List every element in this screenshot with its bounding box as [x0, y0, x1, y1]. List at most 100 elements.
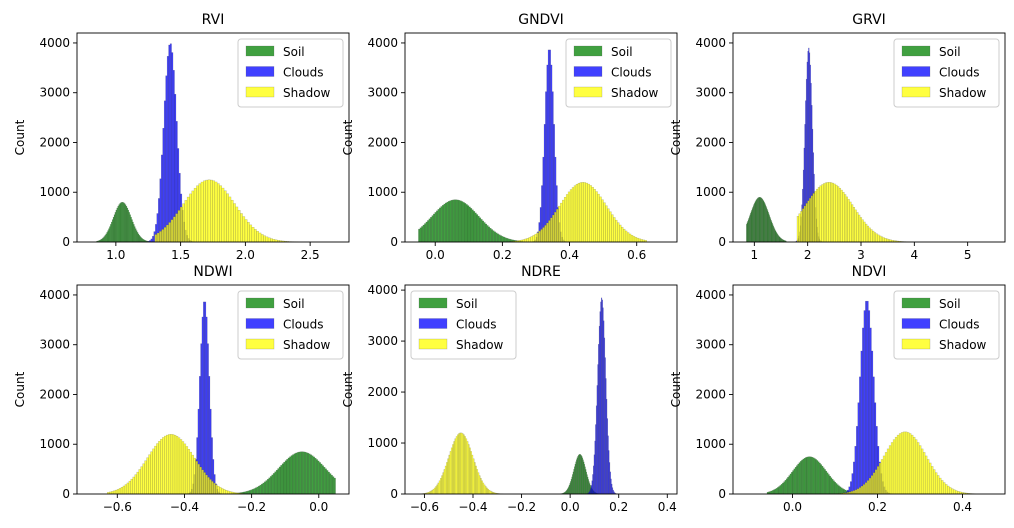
- hist-bar: [168, 44, 171, 242]
- legend-label-clouds: Clouds: [283, 66, 324, 80]
- hist-bar: [320, 463, 323, 494]
- hist-bar: [459, 432, 462, 494]
- hist-bar: [449, 200, 452, 242]
- hist-bar: [918, 445, 922, 494]
- hist-bar: [449, 451, 452, 494]
- hist-bar: [163, 100, 166, 242]
- hist-bar: [456, 199, 459, 242]
- hist-bar: [601, 199, 604, 242]
- hist-bar: [177, 210, 181, 242]
- hist-bar: [260, 234, 264, 242]
- hist-bar: [458, 433, 460, 494]
- hist-bar: [835, 184, 838, 242]
- hist-bar: [842, 492, 846, 494]
- legend-swatch-soil: [418, 297, 448, 309]
- legend-swatch-clouds: [901, 66, 931, 77]
- hist-bar: [878, 462, 882, 494]
- hist-bar: [212, 180, 216, 242]
- legend-swatch-shadow: [901, 86, 931, 98]
- hist-bar: [287, 457, 290, 494]
- hist-bar: [172, 70, 175, 242]
- hist-bar: [197, 463, 200, 494]
- hist-bar: [896, 434, 900, 494]
- hist-bar: [177, 437, 181, 494]
- hist-bar: [796, 216, 799, 242]
- hist-bar: [150, 451, 153, 494]
- hist-bar: [573, 185, 577, 242]
- hist-bar: [152, 235, 154, 242]
- x-tick-label: 4: [911, 248, 919, 262]
- legend-grvi: Soil Clouds Shadow: [893, 38, 1000, 108]
- hist-bar: [253, 229, 257, 242]
- hist-bar: [324, 468, 327, 494]
- hist-bar: [272, 239, 276, 242]
- hist-bar: [114, 489, 118, 494]
- subplot-title: GNDVI: [518, 12, 564, 28]
- hist-bar: [930, 466, 934, 494]
- y-tick-label: 2000: [39, 135, 70, 149]
- hist-bar: [247, 222, 250, 242]
- x-tick-label: 1.5: [171, 248, 190, 262]
- hist-bar: [789, 473, 792, 494]
- hist-bar: [453, 199, 456, 242]
- hist-bar: [205, 179, 209, 242]
- hist-bar: [553, 124, 555, 242]
- y-tick-label: 4000: [367, 36, 398, 50]
- x-tick-label: 2.5: [301, 248, 320, 262]
- y-tick-label: 1000: [367, 436, 398, 450]
- hist-bar: [819, 462, 821, 494]
- hist-bar: [492, 230, 495, 242]
- hist-bar: [598, 325, 600, 494]
- x-tick-label: 5: [964, 248, 972, 262]
- hist-bar: [894, 436, 898, 494]
- hist-bar: [258, 485, 260, 494]
- hist-bar: [746, 222, 748, 242]
- hist-bar: [859, 376, 862, 494]
- hist-bar: [609, 211, 612, 242]
- legend-ndvi: Soil Clouds Shadow: [893, 290, 1000, 360]
- hist-bar: [503, 236, 505, 242]
- hist-bar: [199, 466, 202, 494]
- hist-bar: [833, 183, 836, 242]
- hist-bar: [626, 232, 630, 242]
- hist-bar: [141, 238, 143, 242]
- hist-bar: [314, 457, 317, 494]
- hist-bar: [583, 182, 587, 242]
- hist-bar: [605, 205, 608, 242]
- hist-bar: [219, 185, 222, 242]
- hist-bar: [910, 434, 914, 494]
- hist-bar: [942, 482, 946, 494]
- hist-bar: [171, 434, 175, 494]
- hist-bar: [558, 205, 561, 242]
- y-tick-label: 1000: [367, 185, 398, 199]
- legend-swatch-clouds: [573, 66, 603, 77]
- hist-bar: [802, 208, 805, 242]
- hist-bar: [466, 441, 469, 494]
- legend-ndre: Soil Clouds Shadow: [410, 290, 517, 360]
- hist-bar: [567, 191, 571, 242]
- hist-bar: [235, 206, 239, 242]
- hist-bar: [263, 235, 266, 242]
- hist-bar: [771, 490, 774, 494]
- hist-bar: [831, 182, 834, 242]
- hist-bar: [492, 491, 494, 494]
- hist-bar: [852, 207, 856, 242]
- hist-bar: [200, 181, 204, 242]
- hist-bar: [806, 456, 808, 494]
- y-tick-label: 0: [718, 487, 726, 501]
- hist-bar: [526, 238, 529, 242]
- hist-bar: [573, 469, 575, 494]
- hist-bar: [179, 439, 183, 494]
- legend-label-soil: Soil: [283, 297, 305, 311]
- hist-bar: [486, 225, 489, 242]
- hist-bar: [560, 202, 563, 242]
- hist-bar: [252, 488, 254, 494]
- hist-bar: [500, 235, 502, 242]
- hist-bar: [436, 210, 438, 242]
- hist-bar: [858, 214, 861, 242]
- subplot-rvi: 1.0 1.5 2.0 2.5 0 1000 2000 3000 4000 Count RVI Soi…: [13, 12, 350, 262]
- hist-bar: [830, 182, 833, 242]
- bars-ndwi: [107, 301, 336, 494]
- y-tick-label: 3000: [367, 334, 398, 348]
- hist-bar: [158, 198, 160, 242]
